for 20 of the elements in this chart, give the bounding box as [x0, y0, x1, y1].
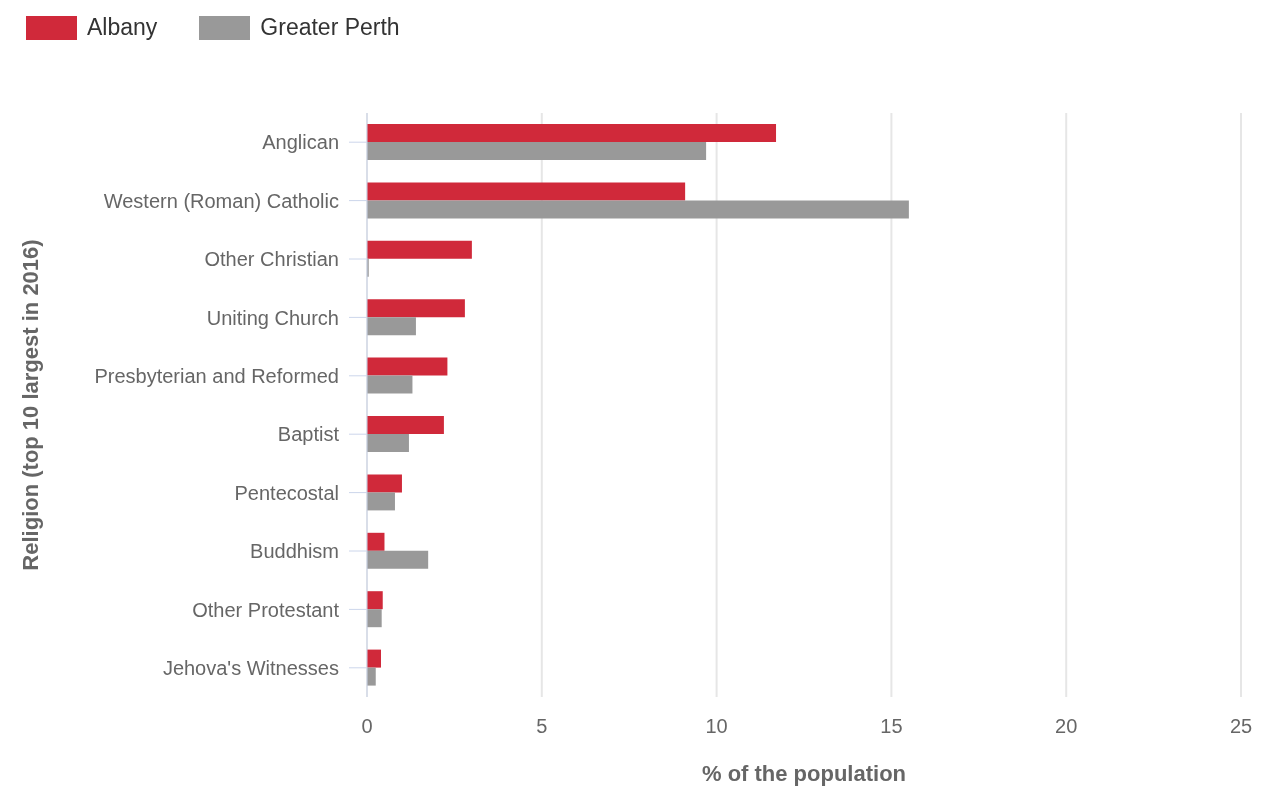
legend-label: Greater Perth: [260, 14, 400, 41]
y-tick-label: Other Christian: [204, 248, 339, 271]
y-tick-label: Uniting Church: [206, 306, 339, 329]
y-axis-title: Religion (top 10 largest in 2016): [17, 239, 43, 571]
x-tick-label: 15: [880, 715, 903, 738]
y-tick-label: Baptist: [277, 423, 340, 446]
x-tick-label: 5: [536, 715, 548, 738]
x-axis-title: % of the population: [701, 761, 907, 786]
legend-label: Albany: [87, 14, 158, 41]
x-tick-label: 10: [705, 715, 728, 738]
y-tick-label: Presbyterian and Reformed: [94, 364, 339, 387]
x-tick-label: 25: [1229, 715, 1253, 738]
y-tick-label: Other Protestant: [192, 598, 340, 621]
x-tick-label: 20: [1055, 715, 1078, 738]
y-tick-label: Western (Roman) Catholic: [103, 189, 339, 212]
y-tick-label: Pentecostal: [234, 481, 339, 504]
y-tick-label: Anglican: [262, 131, 339, 154]
y-tick-label: Jehova's Witnesses: [162, 656, 339, 679]
x-tick-label: 0: [361, 715, 373, 738]
y-tick-label: Buddhism: [250, 540, 339, 563]
